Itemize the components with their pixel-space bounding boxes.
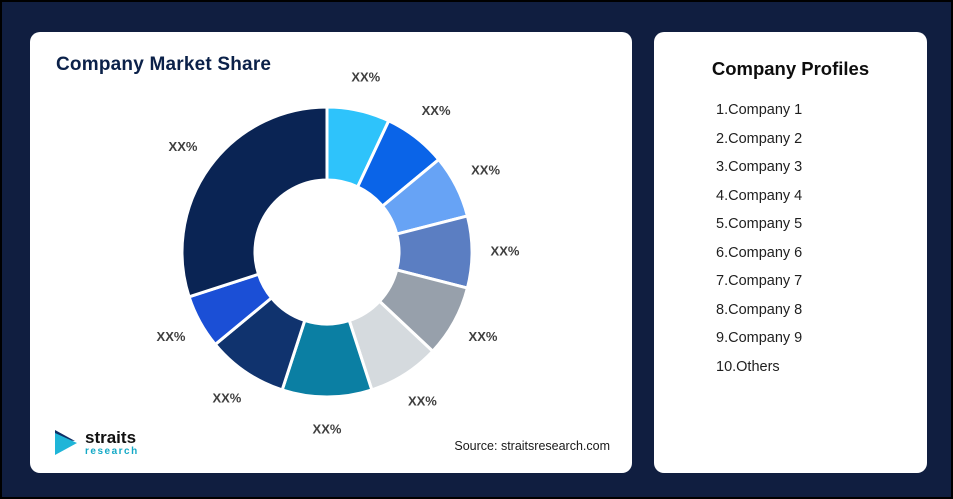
segment-label-company-5: XX% xyxy=(469,329,498,344)
profiles-title: Company Profiles xyxy=(711,58,870,79)
profile-item: 6.Company 6 xyxy=(716,244,803,261)
market-share-card: Company Market Share XX% XX% XX% XX% XX% XX% X… xyxy=(30,32,632,473)
segment-label-company-9: XX% xyxy=(157,329,186,344)
straits-research-logo: straits research xyxy=(54,429,139,457)
logo-text: straits research xyxy=(85,429,139,457)
profile-item: 9.Company 9 xyxy=(716,330,803,346)
profile-item: 7.Company 7 xyxy=(716,273,803,289)
segment-label-company-6: XX% xyxy=(408,394,437,409)
company-profiles-list: 1.Company 1 2.Company 2 3.Company 3 4.Compa… xyxy=(654,96,927,381)
profile-item: 5.Company 5 xyxy=(716,216,803,232)
profile-item: 2.Company 2 xyxy=(716,130,803,147)
segment-label-company-3: XX% xyxy=(471,163,500,178)
donut-chart: XX% XX% XX% XX% XX% XX% XX% XX% XX% XX% xyxy=(157,70,520,437)
chart-title: Company Market Share xyxy=(56,54,272,75)
profile-item: 1.Company 1 xyxy=(716,102,803,118)
segment-label-company-8: XX% xyxy=(212,391,241,406)
source-text: Source: straitsresearch.com xyxy=(454,439,610,453)
logo-research-label: research xyxy=(85,446,139,457)
segment-label-company-4: XX% xyxy=(491,243,520,258)
segment-label-company-2: XX% xyxy=(422,103,451,118)
profile-item: 4.Company 4 xyxy=(716,187,803,204)
segment-label-company-1: XX% xyxy=(351,70,380,85)
segment-label-others: XX% xyxy=(169,139,198,154)
segment-label-company-7: XX% xyxy=(313,421,342,436)
straits-logo-icon xyxy=(55,430,77,455)
profile-item: 10.Others xyxy=(716,358,780,375)
profile-item: 8.Company 8 xyxy=(716,301,803,318)
donut-segment-others xyxy=(180,105,329,299)
profile-item: 3.Company 3 xyxy=(716,159,803,175)
company-profiles-card: Company Profiles 1.Company 1 2.Company 2 3… xyxy=(654,32,927,473)
logo-straits-label: straits xyxy=(85,428,137,447)
